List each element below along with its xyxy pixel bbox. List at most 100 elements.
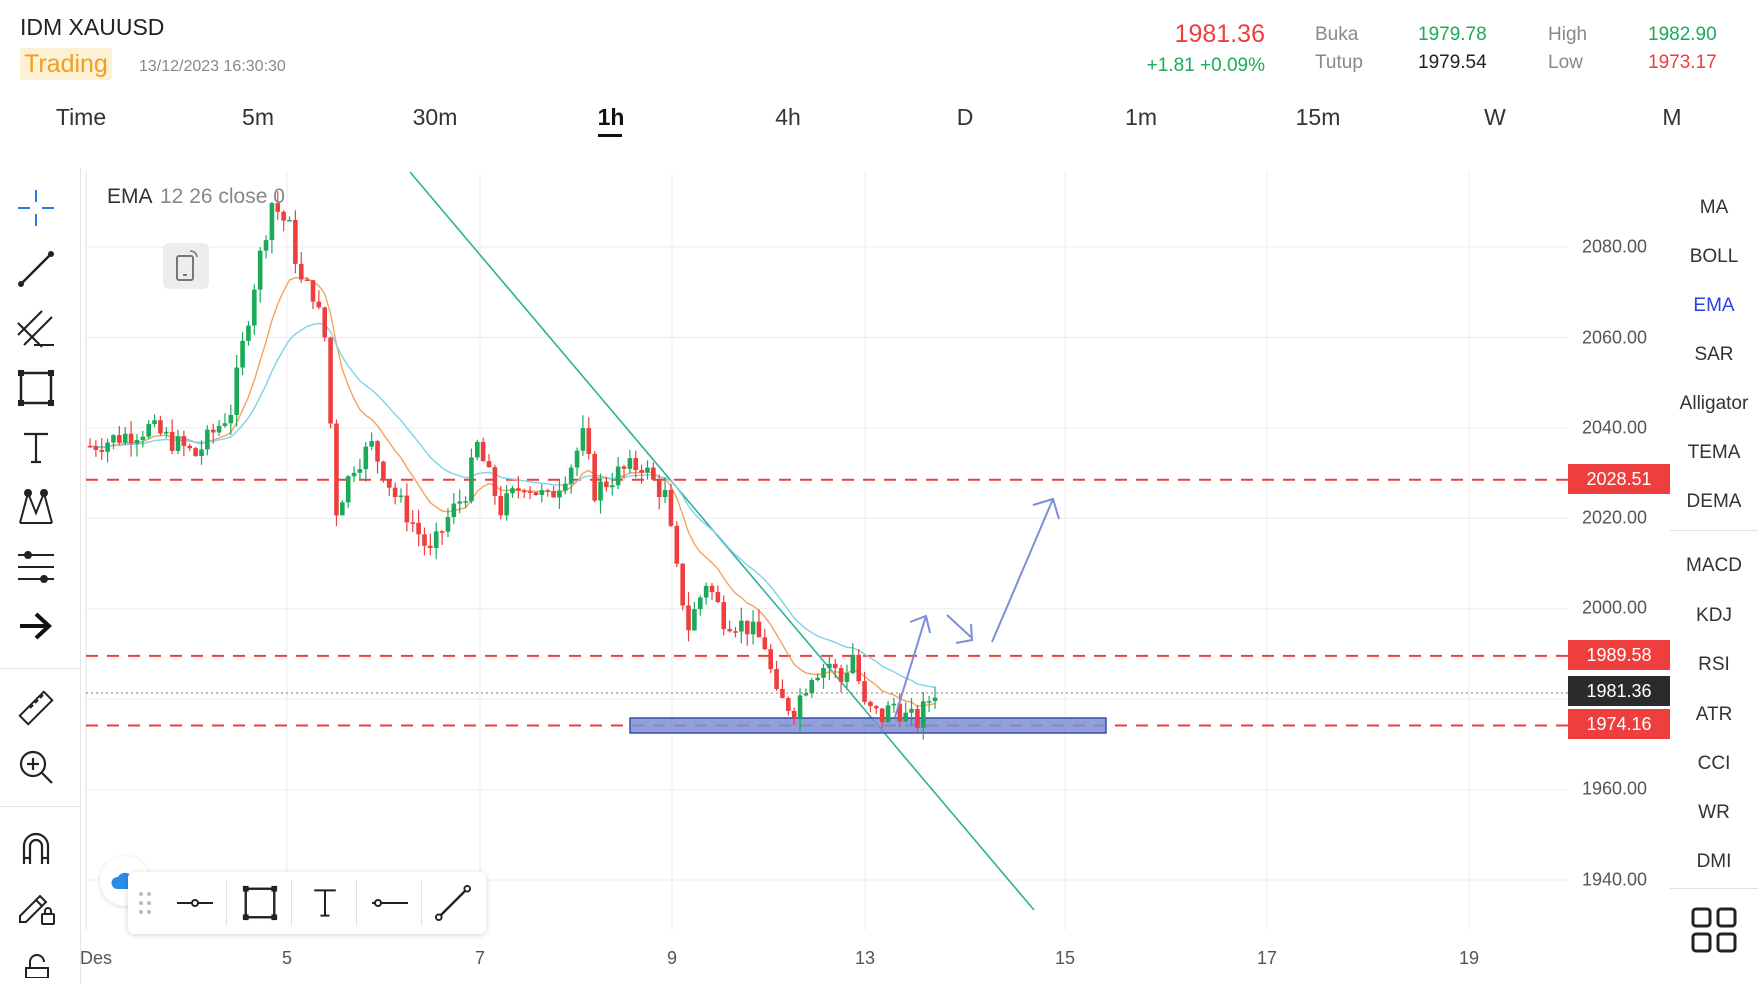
tab-m[interactable]: M bbox=[1662, 104, 1682, 130]
last-price: 1981.36 bbox=[1174, 20, 1265, 48]
indicator-cci[interactable]: CCI bbox=[1697, 753, 1731, 774]
candles bbox=[87, 191, 938, 740]
candle-body bbox=[128, 433, 134, 444]
indicator-kdj[interactable]: KDJ bbox=[1696, 605, 1732, 626]
trend-line-icon[interactable] bbox=[14, 247, 58, 291]
indicator-ma[interactable]: MA bbox=[1699, 197, 1729, 218]
candle-body bbox=[451, 503, 457, 518]
candle-body bbox=[252, 289, 257, 326]
candle-body bbox=[868, 701, 873, 707]
tab-5m[interactable]: 5m bbox=[242, 104, 274, 130]
toolbar-separator-1 bbox=[0, 668, 79, 669]
candle-body bbox=[915, 708, 920, 728]
candle-body bbox=[727, 629, 732, 632]
indicator-boll[interactable]: BOLL bbox=[1689, 246, 1739, 267]
indicator-ema[interactable]: EMA bbox=[1693, 295, 1735, 316]
level-tag-1974[interactable]: 1974.16 bbox=[1568, 709, 1670, 739]
fibonacci-icon[interactable] bbox=[14, 545, 58, 589]
ruler-icon[interactable] bbox=[14, 686, 58, 730]
candle-body bbox=[633, 458, 639, 471]
indicator-alligator[interactable]: Alligator bbox=[1679, 393, 1749, 414]
tab-1h[interactable]: 1h bbox=[597, 104, 625, 130]
level-tag-1989[interactable]: 1989.58 bbox=[1568, 640, 1670, 670]
rectangle-icon[interactable] bbox=[237, 880, 283, 926]
tab-time[interactable]: Time bbox=[55, 104, 107, 130]
drag-handle-icon[interactable] bbox=[138, 890, 152, 916]
candle-body bbox=[674, 525, 680, 564]
tab-1m[interactable]: 1m bbox=[1125, 104, 1157, 130]
candle-body bbox=[363, 446, 369, 470]
open-value: 1979.78 bbox=[1418, 24, 1487, 45]
candle-body bbox=[533, 492, 539, 495]
float-separator bbox=[291, 880, 292, 926]
indicator-dema[interactable]: DEMA bbox=[1686, 491, 1742, 512]
drawing-toolbar bbox=[0, 168, 81, 984]
candle-body bbox=[926, 701, 932, 703]
candle-body bbox=[93, 446, 99, 450]
x-tick-label: 15 bbox=[1054, 948, 1076, 968]
horizontal-ray-icon[interactable] bbox=[172, 880, 218, 926]
tab-30m[interactable]: 30m bbox=[412, 104, 458, 130]
candle-body bbox=[263, 240, 269, 251]
candle-body bbox=[604, 481, 609, 488]
arrow-icon[interactable] bbox=[14, 604, 58, 648]
candle-body bbox=[832, 663, 838, 669]
trend-line-icon[interactable] bbox=[430, 880, 476, 926]
tab-15m[interactable]: 15m bbox=[1295, 104, 1341, 130]
candle-body bbox=[187, 445, 193, 449]
candle-body bbox=[134, 440, 140, 444]
high-label: High bbox=[1548, 24, 1588, 45]
candle-body bbox=[457, 501, 462, 504]
crosshair-icon[interactable] bbox=[14, 186, 58, 230]
tab-w[interactable]: W bbox=[1484, 104, 1506, 130]
indicator-atr[interactable]: ATR bbox=[1695, 704, 1733, 725]
candle-body bbox=[158, 420, 163, 434]
candle-body bbox=[651, 467, 656, 480]
pattern-icon[interactable] bbox=[14, 485, 58, 529]
grid-menu-icon[interactable] bbox=[1690, 906, 1740, 956]
candle-body bbox=[709, 585, 715, 593]
projection-arrow-head-2 bbox=[955, 623, 974, 644]
projection-arrow-down bbox=[946, 614, 973, 639]
indicator-sar[interactable]: SAR bbox=[1694, 344, 1734, 365]
pencil-lock-icon[interactable] bbox=[14, 884, 58, 928]
candle-body bbox=[668, 489, 674, 526]
toolbar-separator-2 bbox=[0, 806, 79, 807]
indicator-dmi[interactable]: DMI bbox=[1696, 851, 1732, 872]
text-icon[interactable] bbox=[302, 880, 348, 926]
indicator-tema[interactable]: TEMA bbox=[1687, 442, 1741, 463]
text-icon[interactable] bbox=[14, 426, 58, 470]
candle-body bbox=[568, 467, 574, 484]
candle-body bbox=[739, 620, 744, 632]
candle-body bbox=[228, 414, 234, 424]
candle-body bbox=[563, 483, 568, 491]
rotate-screen-icon[interactable] bbox=[163, 243, 209, 289]
x-tick-label: 5 bbox=[281, 948, 293, 968]
candle-body bbox=[909, 708, 914, 713]
magnet-icon[interactable] bbox=[14, 826, 58, 870]
rectangle-icon[interactable] bbox=[14, 366, 58, 410]
indicator-macd[interactable]: MACD bbox=[1686, 555, 1742, 576]
x-tick-label: Des bbox=[79, 948, 113, 968]
lock-icon[interactable] bbox=[22, 948, 52, 979]
candle-body bbox=[369, 441, 374, 447]
indicator-rsi[interactable]: RSI bbox=[1698, 654, 1730, 675]
candle-body bbox=[545, 490, 551, 492]
trading-badge[interactable]: Trading bbox=[20, 48, 112, 80]
demand-zone bbox=[629, 717, 1107, 734]
tab-d[interactable]: D bbox=[956, 104, 974, 130]
candle-body bbox=[410, 522, 416, 524]
candle-body bbox=[774, 669, 779, 689]
ema-legend-label: EMA bbox=[107, 185, 153, 208]
candle-body bbox=[750, 621, 756, 635]
zoom-icon[interactable] bbox=[14, 745, 58, 789]
horizontal-line-icon[interactable] bbox=[367, 880, 413, 926]
parallel-channel-icon[interactable] bbox=[14, 307, 58, 351]
level-tag-2028[interactable]: 2028.51 bbox=[1568, 464, 1670, 494]
low-label: Low bbox=[1548, 52, 1583, 73]
candle-body bbox=[656, 479, 662, 498]
indicator-wr[interactable]: WR bbox=[1698, 802, 1730, 823]
open-label: Buka bbox=[1315, 24, 1359, 45]
tab-4h[interactable]: 4h bbox=[775, 104, 801, 130]
